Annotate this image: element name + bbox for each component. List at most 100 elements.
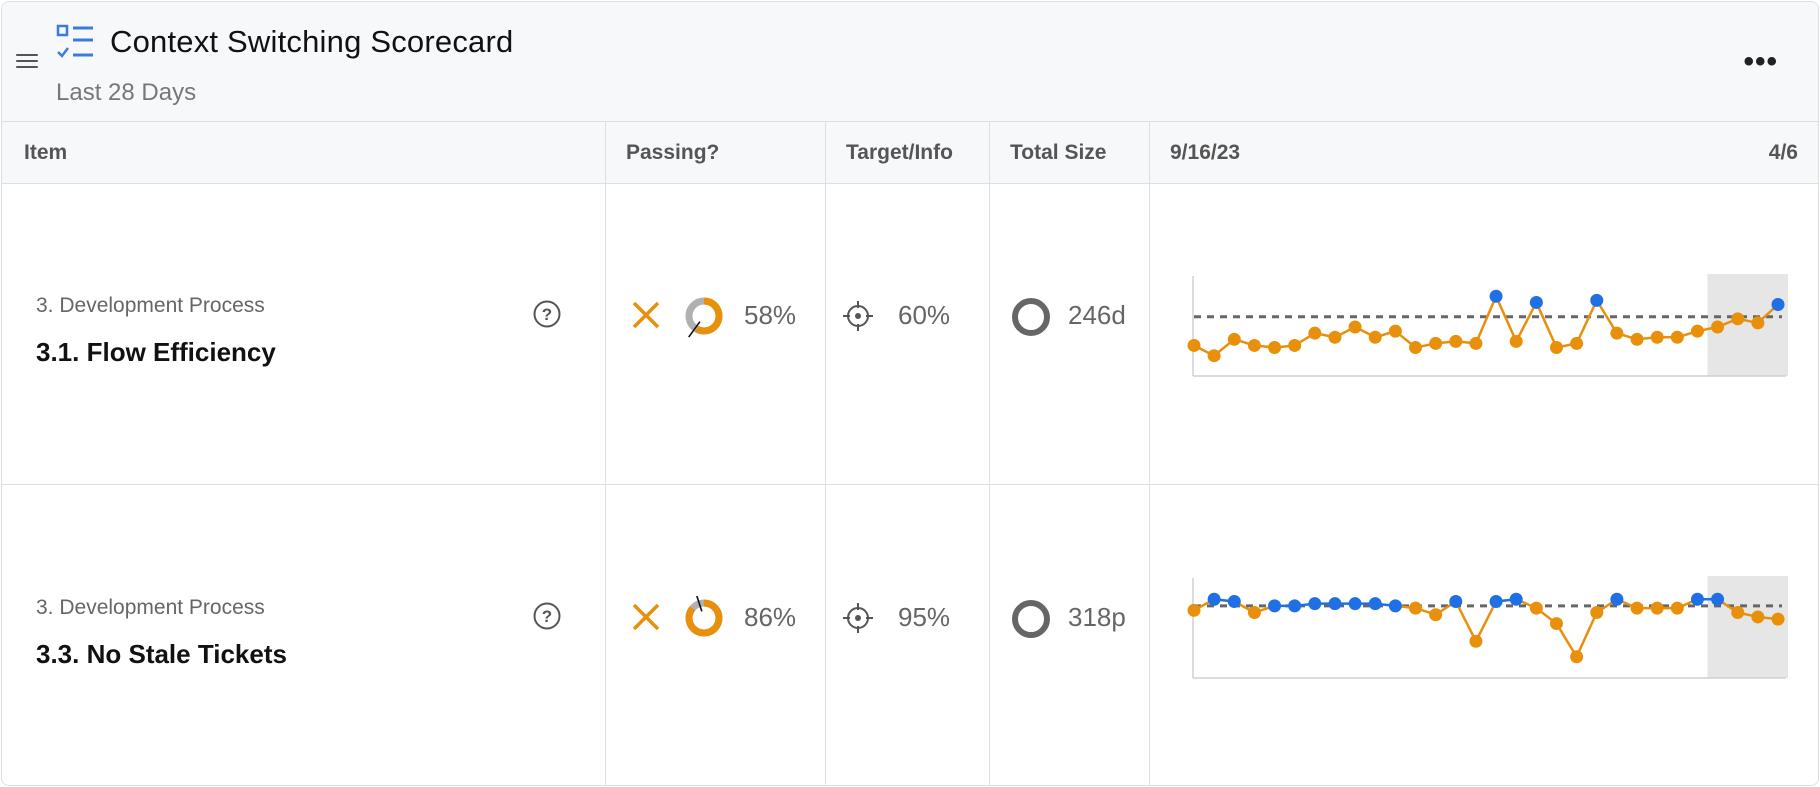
donut-value-arc — [685, 599, 723, 637]
data-point — [1731, 606, 1745, 620]
data-point — [1227, 332, 1241, 346]
data-point — [1610, 592, 1624, 606]
column-divider — [989, 122, 990, 785]
ring-icon — [1012, 600, 1050, 638]
help-icon[interactable]: ? — [532, 601, 562, 631]
series-segment — [1474, 600, 1498, 642]
data-point — [1771, 297, 1785, 311]
data-point — [1650, 330, 1664, 344]
item-name[interactable]: 3.1. Flow Efficiency — [36, 337, 276, 367]
data-point — [1449, 334, 1463, 348]
scorecard-header: Context Switching Scorecard Last 28 Days… — [2, 2, 1818, 122]
data-point — [1489, 289, 1503, 303]
donut-target-marker — [688, 321, 701, 338]
data-point — [1711, 320, 1725, 334]
data-point — [1590, 606, 1604, 620]
series-segment — [1515, 301, 1538, 342]
checklist-icon — [56, 24, 93, 58]
column-header-item[interactable]: Item — [24, 141, 68, 164]
svg-text:?: ? — [542, 305, 552, 324]
series-segment — [1474, 295, 1498, 344]
data-point — [1549, 341, 1563, 355]
target-value: 60% — [898, 300, 951, 330]
passing-percent: 58% — [744, 300, 797, 330]
item-category: 3. Development Process — [36, 596, 265, 619]
data-point — [1409, 601, 1423, 615]
data-point — [1549, 617, 1563, 631]
data-point — [1469, 634, 1483, 648]
data-point — [1187, 338, 1201, 352]
column-header-passing[interactable]: Passing? — [626, 141, 720, 164]
target-icon — [843, 603, 873, 633]
data-point — [1247, 606, 1261, 620]
page-title: Context Switching Scorecard — [110, 24, 514, 59]
data-point — [1368, 597, 1382, 611]
trend-sparkline[interactable] — [1172, 274, 1792, 384]
data-point — [1348, 597, 1362, 611]
data-point — [1187, 603, 1201, 617]
total-size: 318p — [1068, 602, 1126, 632]
data-point — [1751, 316, 1765, 330]
column-divider — [825, 122, 826, 785]
data-point — [1288, 599, 1302, 613]
column-header-date-start: 9/16/23 — [1170, 141, 1241, 164]
data-point — [1328, 330, 1342, 344]
fail-x-icon — [632, 301, 660, 329]
data-point — [1409, 341, 1423, 355]
percent-donut — [685, 596, 723, 637]
data-point — [1489, 594, 1503, 608]
table-row[interactable]: 3. Development Process 3.3. No Stale Tic… — [2, 486, 1818, 785]
data-point — [1670, 330, 1684, 344]
data-point — [1711, 592, 1725, 606]
data-point — [1227, 594, 1241, 608]
item-name[interactable]: 3.3. No Stale Tickets — [36, 639, 287, 669]
donut-value-arc — [685, 297, 723, 335]
data-point — [1368, 330, 1382, 344]
data-point — [1429, 608, 1443, 622]
page-subtitle: Last 28 Days — [56, 79, 197, 106]
svg-text:?: ? — [542, 607, 552, 626]
total-size: 246d — [1068, 300, 1126, 330]
data-point — [1529, 295, 1543, 309]
column-divider — [605, 122, 606, 785]
data-point — [1670, 601, 1684, 615]
more-options-button[interactable]: ••• — [1743, 45, 1778, 78]
data-point — [1751, 610, 1765, 624]
trend-sparkline[interactable] — [1172, 576, 1792, 686]
data-point — [1247, 338, 1261, 352]
data-point — [1690, 324, 1704, 338]
column-header-size[interactable]: Total Size — [1010, 141, 1107, 164]
data-point — [1590, 293, 1604, 307]
donut-target-marker — [696, 596, 703, 612]
data-point — [1509, 334, 1523, 348]
column-divider — [1149, 122, 1150, 785]
fail-x-icon — [632, 603, 660, 631]
data-point — [1429, 336, 1443, 350]
data-point — [1348, 320, 1362, 334]
data-point — [1630, 601, 1644, 615]
data-point — [1328, 597, 1342, 611]
column-header-date-end: 4/6 — [1768, 141, 1798, 164]
series-segment — [1535, 301, 1558, 349]
data-point — [1469, 336, 1483, 350]
data-point — [1570, 336, 1584, 350]
data-point — [1570, 650, 1584, 664]
data-point — [1308, 597, 1322, 611]
data-point — [1308, 326, 1322, 340]
data-point — [1509, 592, 1523, 606]
highlight-band — [1707, 576, 1788, 678]
series-segment — [1575, 299, 1598, 344]
table-row[interactable]: 3. Development Process 3.1. Flow Efficie… — [2, 184, 1818, 485]
series-segment — [1575, 612, 1598, 658]
help-icon[interactable]: ? — [532, 299, 562, 329]
column-header-target[interactable]: Target/Info — [846, 141, 953, 164]
hamburger-menu-icon[interactable] — [16, 54, 38, 70]
data-point — [1650, 601, 1664, 615]
column-header-row: Item Passing? Target/Info Total Size 9/1… — [2, 122, 1818, 184]
data-point — [1610, 326, 1624, 340]
data-point — [1449, 594, 1463, 608]
percent-donut — [685, 297, 723, 338]
data-point — [1529, 601, 1543, 615]
data-point — [1268, 341, 1282, 355]
